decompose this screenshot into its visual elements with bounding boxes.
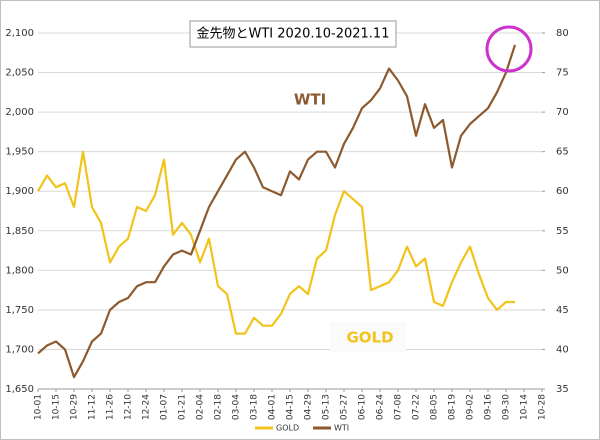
annotation: WTI (294, 91, 326, 109)
y2-tick-label: 35 (556, 384, 569, 395)
x-tick-label: 02-04 (196, 394, 206, 420)
x-tick-label: 06-24 (376, 394, 386, 420)
y2-tick-label: 65 (556, 147, 569, 158)
y-tick-label: 1,850 (5, 226, 34, 237)
y-tick-label: 1,950 (5, 147, 34, 158)
y-tick-label: 2,000 (5, 107, 34, 118)
x-tick-label: 10-28 (538, 394, 548, 420)
data-line (37, 44, 517, 379)
x-tick-label: 12-24 (142, 394, 152, 420)
grid (37, 32, 545, 392)
x-tick-label: 07-22 (412, 394, 422, 420)
x-tick-label: 05-27 (340, 394, 350, 420)
x-tick-label: 04-29 (304, 394, 314, 420)
x-tick-label: 06-10 (358, 394, 368, 420)
x-tick-label: 11-12 (88, 394, 98, 420)
y-tick-label: 1,650 (5, 384, 34, 395)
x-tick-label: 04-15 (286, 394, 296, 420)
y2-tick-label: 70 (556, 107, 569, 118)
chart-title: 金先物とWTI 2020.10-2021.11 (197, 26, 390, 42)
x-tick-label: 08-19 (448, 394, 458, 420)
y2-tick-label: 80 (556, 28, 569, 39)
x-tick-label: 01-21 (178, 394, 188, 420)
y2-tick-label: 50 (556, 265, 569, 276)
y-tick-label: 2,100 (5, 28, 34, 39)
x-tick-label: 10-15 (52, 394, 62, 420)
y-tick-label: 1,800 (5, 265, 34, 276)
y-tick-label: 2,050 (5, 68, 34, 79)
annotation: GOLD (346, 329, 393, 347)
plot (37, 44, 517, 379)
x-tick-label: 10-01 (34, 394, 44, 420)
x-tick-label: 03-04 (232, 394, 242, 420)
y2-tick-label: 55 (556, 226, 569, 237)
legend-label: GOLD (276, 424, 299, 433)
x-tick-label: 01-07 (160, 394, 170, 420)
x-tick-label: 04-01 (268, 394, 278, 420)
y2-tick-label: 45 (556, 305, 569, 316)
title-box (189, 20, 397, 48)
x-tick-label: 11-26 (106, 394, 116, 420)
x-tick-label: 10-14 (520, 394, 530, 420)
y2-tick-label: 40 (556, 344, 569, 355)
x-tick-label: 10-29 (70, 394, 80, 420)
x-tick-label: 08-05 (430, 394, 440, 420)
x-tick-label: 05-13 (322, 394, 332, 420)
x-tick-label: 09-30 (502, 394, 512, 420)
y-tick-label: 1,750 (5, 305, 34, 316)
x-tick-label: 07-08 (394, 394, 404, 420)
annotation-box (330, 322, 406, 352)
data-line (37, 150, 515, 335)
x-tick-label: 09-16 (484, 394, 494, 420)
x-tick-label: 02-18 (214, 394, 224, 420)
x-tick-label: 12-10 (124, 394, 134, 420)
highlight-circle (485, 25, 533, 73)
x-tick-label: 09-02 (466, 394, 476, 420)
y-tick-label: 1,700 (5, 344, 34, 355)
y-tick-label: 1,900 (5, 186, 34, 197)
y2-tick-label: 75 (556, 68, 569, 79)
x-tick-label: 03-18 (250, 394, 260, 420)
y2-tick-label: 60 (556, 186, 569, 197)
legend-label: WTI (334, 424, 349, 433)
